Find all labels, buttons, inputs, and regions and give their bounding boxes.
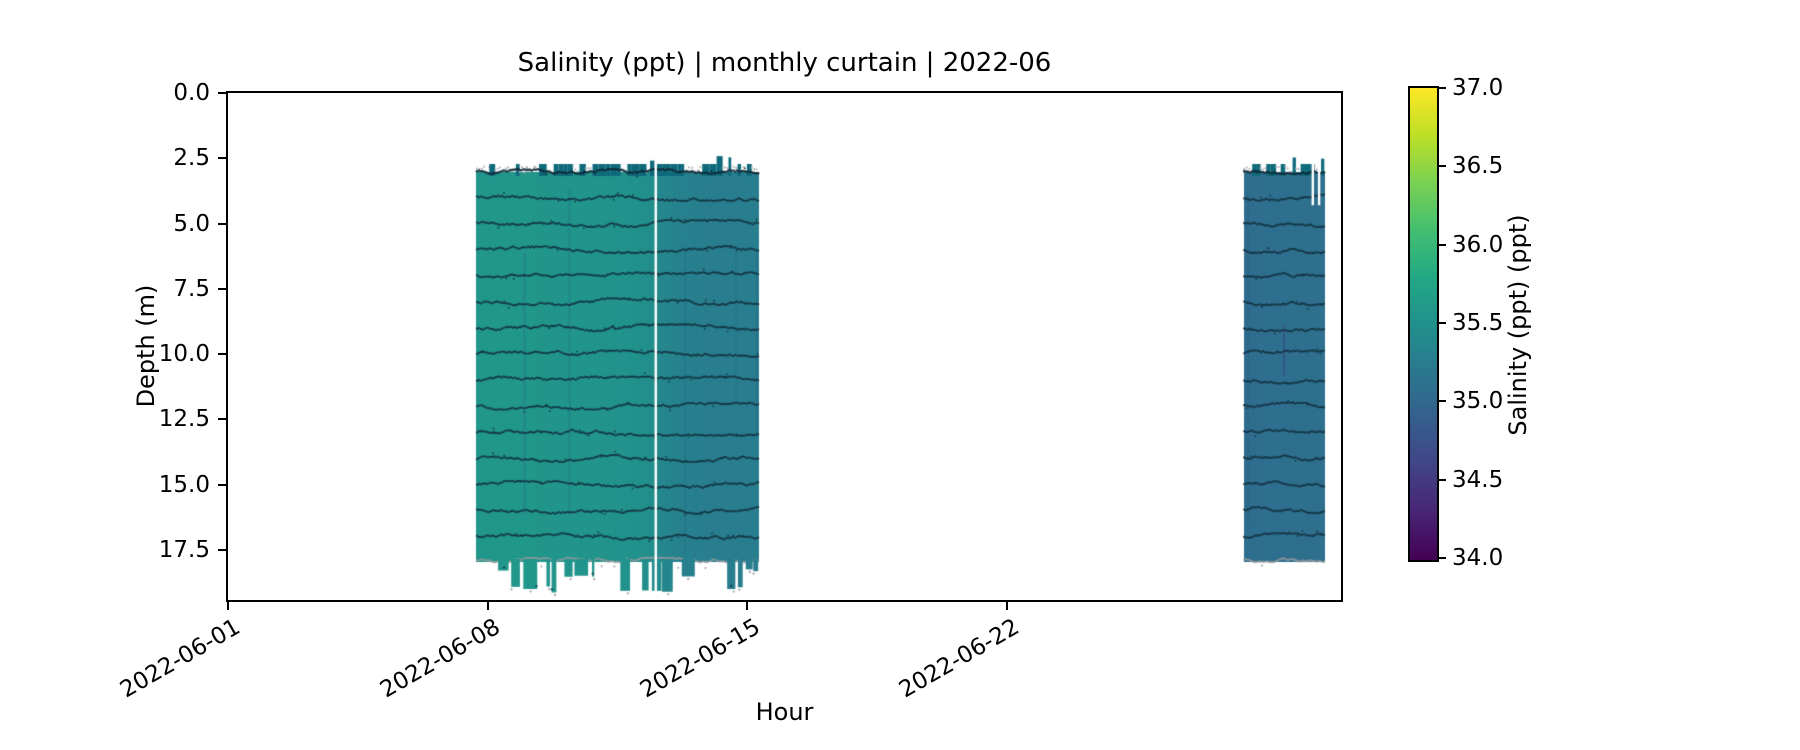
colorbar-tick-mark xyxy=(1439,557,1446,559)
y-tick-label: 0.0 xyxy=(173,80,210,106)
x-tick-mark xyxy=(746,602,749,610)
y-tick-mark xyxy=(218,157,226,160)
x-tick-mark xyxy=(486,602,489,610)
colorbar-tick-label: 37.0 xyxy=(1452,75,1504,101)
y-tick-mark xyxy=(218,287,226,290)
colorbar-tick-mark xyxy=(1439,400,1446,403)
colorbar-tick-mark xyxy=(1439,322,1446,324)
y-tick-label: 15.0 xyxy=(158,471,210,498)
plot-area xyxy=(226,91,1343,602)
y-tick-mark xyxy=(218,222,226,225)
curtain-heatmap-canvas xyxy=(228,93,1341,600)
y-tick-mark xyxy=(218,92,226,94)
y-tick-label: 7.5 xyxy=(173,275,210,302)
colorbar-tick-label: 35.0 xyxy=(1452,388,1504,415)
y-tick-label: 2.5 xyxy=(173,145,210,172)
x-tick-label: 2022-06-22 xyxy=(895,614,1025,704)
chart-title: Salinity (ppt) | monthly curtain | 2022-… xyxy=(517,48,1052,78)
colorbar-tick-label: 35.5 xyxy=(1452,310,1504,336)
colorbar-tick-label: 36.0 xyxy=(1452,231,1504,258)
colorbar-gradient xyxy=(1410,88,1437,560)
colorbar xyxy=(1408,86,1439,562)
y-tick-label: 10.0 xyxy=(158,341,210,367)
y-tick-label: 12.5 xyxy=(158,406,210,433)
colorbar-tick-label: 34.5 xyxy=(1452,466,1504,493)
x-tick-mark xyxy=(1006,602,1009,610)
colorbar-tick-mark xyxy=(1439,478,1446,481)
x-tick-mark xyxy=(227,602,229,610)
y-tick-label: 17.5 xyxy=(158,536,210,563)
colorbar-tick-mark xyxy=(1439,165,1446,168)
colorbar-tick-mark xyxy=(1439,243,1446,246)
colorbar-label: Salinity (ppt) (ppt) xyxy=(1504,214,1532,436)
colorbar-tick-label: 34.0 xyxy=(1452,545,1504,571)
y-tick-mark xyxy=(218,353,226,355)
x-tick-label: 2022-06-15 xyxy=(635,614,765,704)
x-tick-label: 2022-06-08 xyxy=(375,614,505,704)
y-tick-mark xyxy=(218,483,226,486)
y-tick-mark xyxy=(218,418,226,421)
x-axis-label: Hour xyxy=(755,698,814,726)
x-tick-label: 2022-06-01 xyxy=(116,614,246,704)
y-tick-mark xyxy=(218,548,226,551)
colorbar-tick-mark xyxy=(1439,87,1446,89)
colorbar-tick-label: 36.5 xyxy=(1452,153,1504,180)
y-tick-label: 5.0 xyxy=(173,210,210,237)
